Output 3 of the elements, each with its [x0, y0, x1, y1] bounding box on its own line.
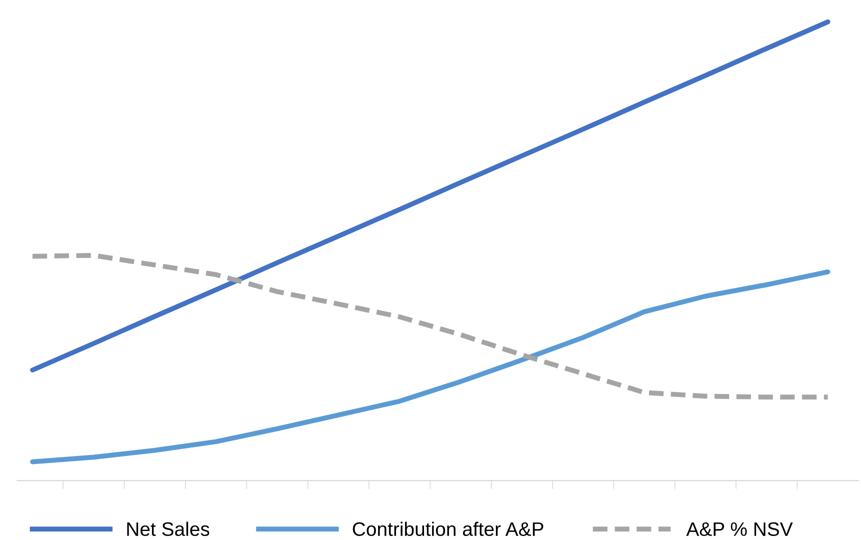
legend-label: Contribution after A&P: [352, 522, 544, 536]
legend-label: Net Sales: [127, 522, 210, 536]
legend-label: A&P % NSV: [686, 522, 793, 536]
